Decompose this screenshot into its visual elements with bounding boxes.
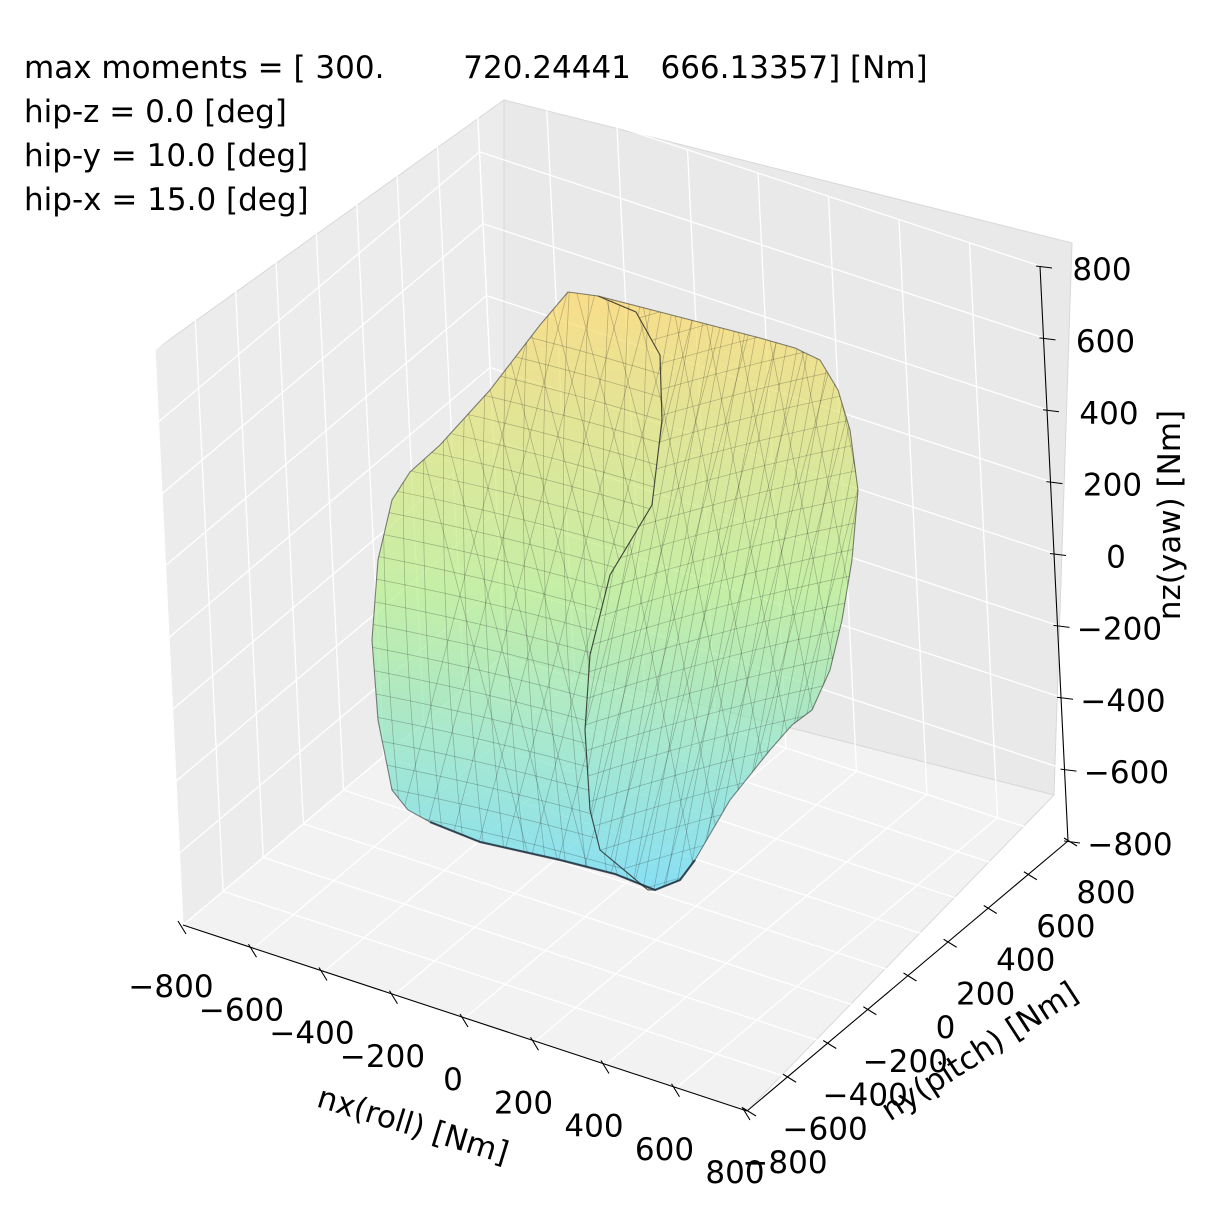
y-tick-label: 400 — [996, 943, 1055, 979]
floor-grid-x — [605, 794, 928, 1065]
x-tick-label: 400 — [564, 1109, 623, 1145]
bottom-edge — [429, 820, 696, 892]
z-tick — [1049, 552, 1067, 557]
x-tick — [530, 1036, 539, 1051]
back-grid-z — [482, 223, 1048, 411]
back-grid-z — [479, 151, 1044, 339]
y-tick-label: −400 — [823, 1078, 908, 1114]
x-tick — [389, 990, 398, 1005]
y-tick — [863, 1006, 877, 1016]
x-tick-label: 800 — [705, 1155, 764, 1191]
x-tick-label: 200 — [494, 1085, 553, 1121]
x-tick — [459, 1013, 469, 1028]
x-tick — [248, 943, 257, 958]
z-tick — [1063, 840, 1081, 844]
hip-z-label: hip-z = 0.0 [deg] — [24, 94, 287, 130]
back-grid-x — [898, 219, 928, 795]
y-tick-label: −800 — [742, 1145, 827, 1181]
x-tick — [741, 1106, 751, 1121]
y-tick — [782, 1073, 797, 1083]
left-grid-z — [154, 79, 477, 351]
hip-x-label: hip-x = 15.0 [deg] — [24, 182, 309, 218]
y-tick — [983, 905, 998, 914]
z-tick-label: 200 — [1083, 468, 1142, 504]
x-tick-label: −400 — [269, 1016, 354, 1052]
z-tick — [1053, 624, 1070, 628]
z-tick — [1056, 696, 1074, 700]
z-tick-label: −800 — [1087, 827, 1172, 863]
x-axis-line — [182, 924, 748, 1112]
y-tick-label: 0 — [936, 1010, 956, 1046]
z-tick — [1060, 768, 1077, 772]
left-grid-z — [165, 295, 487, 567]
hip-y-label: hip-y = 10.0 [deg] — [24, 138, 309, 174]
x-tick — [318, 967, 328, 981]
x-tick-label: 0 — [443, 1062, 463, 1098]
right-face-outline — [584, 295, 859, 891]
z-tick — [1042, 409, 1060, 413]
z-tick-label: 600 — [1076, 324, 1135, 360]
floor-grid-x — [676, 817, 998, 1089]
surface-fill — [372, 292, 858, 890]
x-tick — [671, 1083, 680, 1098]
y-tick — [943, 938, 957, 948]
z-tick-label: 400 — [1079, 396, 1138, 432]
x-tick — [177, 920, 187, 935]
z-tick-label: −200 — [1077, 611, 1162, 647]
left-grid-z — [161, 223, 484, 495]
z-tick-label: 800 — [1072, 252, 1131, 288]
y-tick — [822, 1040, 837, 1049]
left-grid-z — [158, 151, 480, 423]
z-axis-label: nz(yaw) [Nm] — [1152, 410, 1188, 620]
x-tick-label: −800 — [128, 969, 213, 1005]
x-tick-label: −200 — [340, 1039, 425, 1075]
x-axis-label: nx(roll) [Nm] — [313, 1079, 513, 1171]
x-tick-label: 600 — [635, 1132, 694, 1168]
left-grid-z — [168, 367, 491, 638]
z-tick — [1039, 337, 1056, 341]
x-tick-label: −600 — [199, 992, 284, 1028]
back-grid-z — [475, 79, 1041, 267]
z-tick — [1046, 481, 1063, 485]
y-tick — [1023, 871, 1038, 881]
y-tick — [1063, 837, 1078, 847]
x-tick — [600, 1060, 610, 1074]
y-tick-label: 800 — [1076, 875, 1135, 911]
z-tick-label: −600 — [1084, 755, 1169, 791]
back-grid-x — [968, 242, 999, 818]
y-tick-label: −600 — [783, 1111, 868, 1147]
z-tick-label: −400 — [1080, 683, 1165, 719]
y-tick-label: −200 — [863, 1044, 948, 1080]
floor-grid-x — [535, 770, 857, 1042]
z-tick-label: 0 — [1106, 540, 1126, 576]
max-moments-label: max moments = [ 300. 720.24441 666.13357… — [24, 50, 928, 86]
y-tick-label: 200 — [956, 976, 1015, 1012]
axes: −800−800−800−600−600−600−400−400−400−200… — [128, 252, 1188, 1191]
z-tick — [1035, 265, 1053, 269]
y-tick — [903, 972, 917, 982]
y-tick-label: 600 — [1036, 909, 1095, 945]
y-tick — [742, 1107, 757, 1117]
